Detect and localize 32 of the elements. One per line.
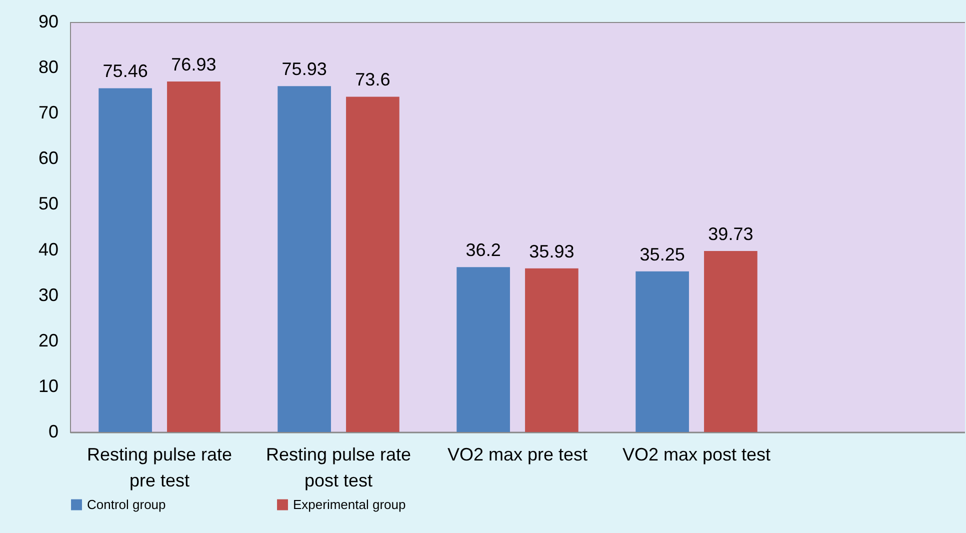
y-tick-label: 40 <box>38 239 58 260</box>
bar <box>636 271 689 432</box>
y-tick-label: 20 <box>38 330 58 350</box>
legend-label: Experimental group <box>293 496 406 512</box>
legend-label: Control group <box>87 496 166 512</box>
y-tick-label: 90 <box>38 12 58 32</box>
y-tick-label: 60 <box>38 148 58 168</box>
bar <box>98 88 152 432</box>
x-tick-label: VO2 max post test <box>622 444 771 464</box>
x-tick-label: Resting pulse rate pre test <box>86 444 232 490</box>
bar <box>525 268 578 432</box>
data-label: 35.93 <box>529 241 574 262</box>
y-tick-label: 10 <box>38 376 58 396</box>
bar <box>456 267 510 432</box>
data-label: 35.25 <box>640 244 685 264</box>
data-label: 75.46 <box>102 61 148 82</box>
bar <box>278 86 331 432</box>
bar <box>346 96 400 432</box>
y-tick-label: 80 <box>38 57 58 78</box>
bar <box>704 251 758 432</box>
y-tick-label: 0 <box>48 422 58 442</box>
data-label: 39.73 <box>708 224 754 244</box>
y-tick-label: 70 <box>38 102 58 123</box>
x-tick-label: VO2 max pre test <box>447 444 588 464</box>
y-tick-label: 50 <box>38 194 58 214</box>
data-label: 75.93 <box>282 59 327 80</box>
bar <box>167 82 220 432</box>
data-label: 73.6 <box>355 70 390 90</box>
data-label: 76.93 <box>171 54 216 75</box>
y-tick-label: 30 <box>38 284 58 305</box>
x-tick-label: Resting pulse rate post test <box>266 444 412 490</box>
data-label: 36.2 <box>466 240 501 260</box>
